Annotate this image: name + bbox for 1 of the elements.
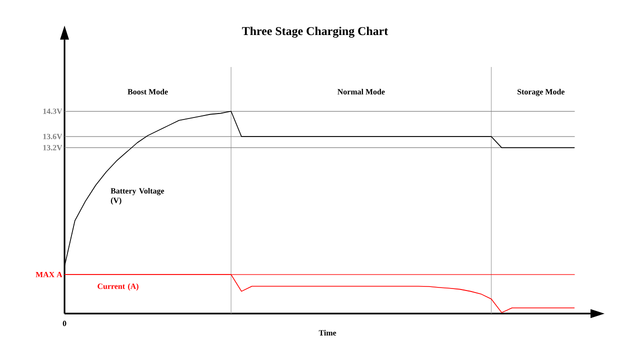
chart-title: Three Stage Charging Chart <box>242 26 388 38</box>
